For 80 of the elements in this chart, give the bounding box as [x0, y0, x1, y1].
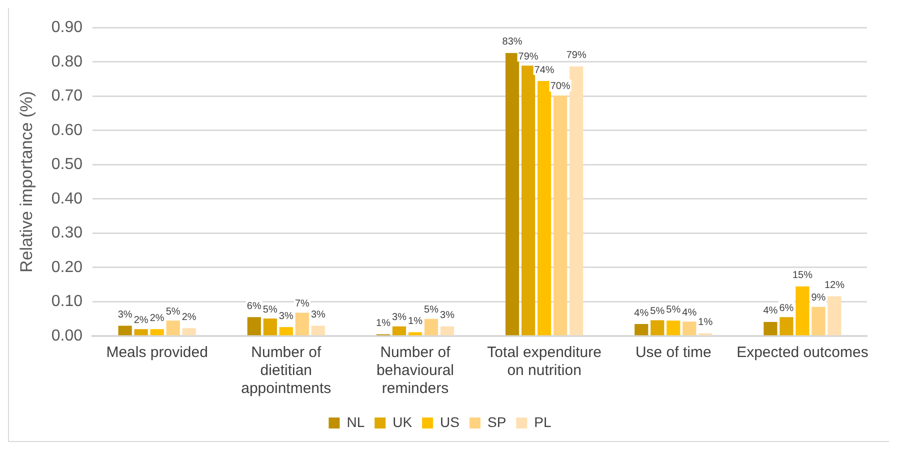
bar [538, 81, 552, 336]
data-label: 6% [246, 300, 262, 312]
data-label: 3% [310, 309, 326, 320]
y-tick-label: 0.80 [51, 53, 83, 70]
data-label: 4% [682, 307, 697, 318]
bar [682, 322, 696, 336]
data-label: 83% [502, 36, 522, 48]
data-label: 4% [634, 308, 649, 319]
bar [424, 318, 438, 336]
bar [780, 317, 794, 336]
data-label: 1% [408, 316, 423, 327]
data-label: 6% [779, 302, 794, 314]
bar [247, 317, 261, 336]
data-label: 79% [518, 51, 538, 62]
x-tick-label: Number of dietitian appointments [241, 344, 332, 398]
y-tick-label: 0.20 [51, 258, 83, 276]
data-label: 15% [792, 270, 813, 282]
bar [505, 52, 520, 336]
x-tick-label: Meals provided [106, 344, 208, 362]
data-label: 1% [376, 318, 391, 330]
legend-label: PL [534, 414, 552, 430]
data-label: 3% [278, 310, 294, 322]
data-label: 2% [182, 312, 196, 323]
bar [634, 324, 648, 336]
y-tick-label: 0.70 [51, 88, 83, 105]
bar [764, 322, 778, 336]
x-tick-label: Expected outcomes [736, 344, 868, 362]
y-tick-label: 0.10 [51, 293, 83, 310]
data-label: 4% [763, 306, 778, 317]
data-label: 3% [440, 310, 455, 322]
bar [796, 286, 810, 336]
data-label: 5% [424, 304, 439, 316]
bar [828, 296, 842, 336]
y-tick-label: 0.40 [51, 190, 83, 208]
data-label: 9% [811, 292, 826, 304]
data-label: 3% [392, 312, 407, 324]
data-label: 7% [294, 298, 310, 310]
data-label: 2% [134, 314, 148, 326]
data-label: 5% [166, 306, 180, 318]
bar [392, 326, 406, 336]
bar [295, 312, 309, 336]
bar [666, 320, 680, 336]
bar [182, 328, 196, 336]
bar [311, 326, 325, 336]
data-label: 3% [118, 309, 132, 320]
y-tick-label: 0.00 [51, 327, 83, 344]
y-tick-label: 0.60 [51, 122, 83, 139]
y-tick-label: 0.90 [51, 19, 83, 36]
legend-label: SP [487, 414, 506, 430]
data-label: 5% [650, 306, 665, 317]
bar [150, 329, 164, 336]
bar [279, 327, 293, 336]
legend-label: US [440, 414, 460, 430]
legend-label: UK [392, 414, 413, 430]
bar [134, 329, 148, 336]
y-tick-label: 0.50 [51, 156, 83, 174]
x-tick-label: Number of behavioural reminders [376, 344, 454, 398]
bar [408, 332, 422, 336]
bar [166, 320, 180, 336]
bar [522, 66, 536, 336]
x-tick-label: Use of time [635, 344, 712, 362]
bar [570, 66, 584, 336]
y-tick-label: 0.30 [51, 224, 83, 242]
data-label: 79% [566, 50, 586, 62]
data-label: 74% [534, 64, 554, 76]
bar [650, 320, 664, 336]
bar [554, 95, 568, 336]
data-label: 2% [150, 312, 164, 324]
data-label: 70% [550, 81, 570, 92]
data-label: 5% [666, 304, 681, 316]
y-axis-title: Relative importance (%) [16, 91, 36, 273]
bar [263, 318, 277, 336]
data-label: 12% [824, 280, 845, 291]
legend-label: NL [346, 414, 365, 430]
x-tick-label: Total expenditure on nutrition [487, 344, 602, 380]
data-label: 1% [698, 317, 713, 328]
bar [440, 326, 454, 336]
bar [812, 306, 826, 336]
bar [118, 326, 132, 336]
data-label: 5% [262, 304, 278, 316]
